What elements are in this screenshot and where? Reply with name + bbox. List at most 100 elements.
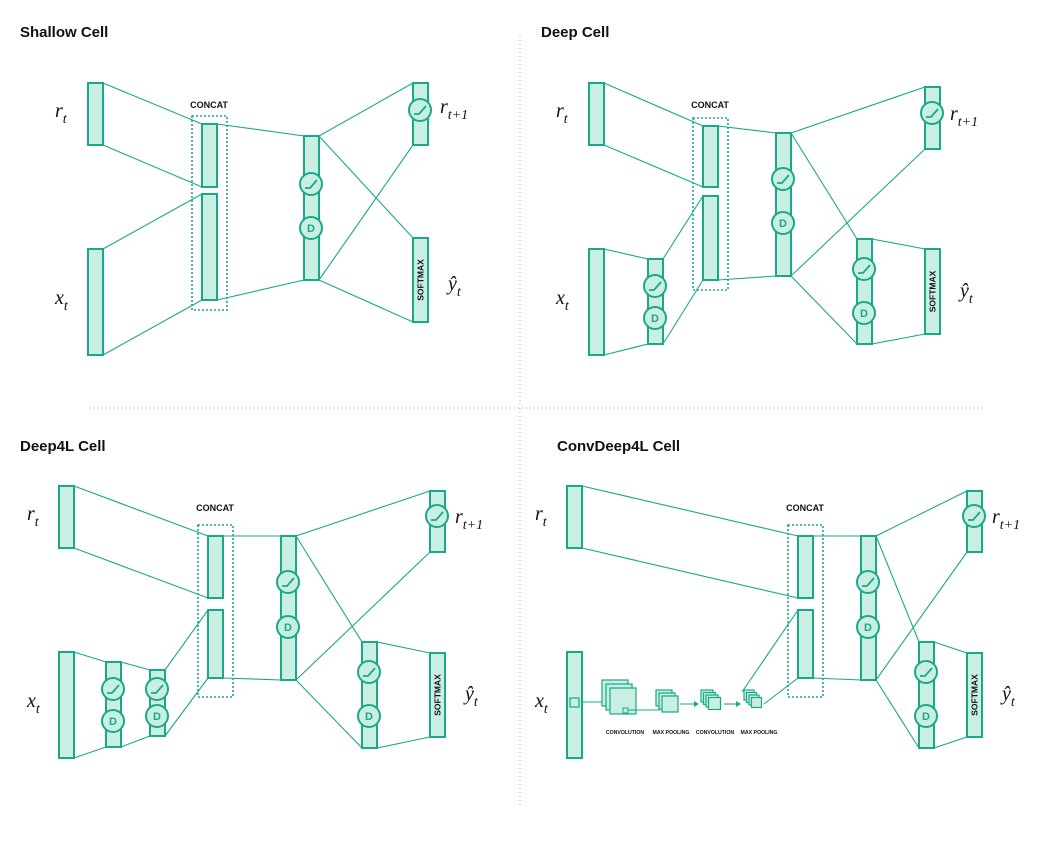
connection-line <box>318 279 414 323</box>
relu-icon <box>363 667 376 677</box>
connection-line <box>73 651 107 663</box>
connection-line <box>875 551 968 681</box>
r-input-layer <box>87 82 104 146</box>
connection-line <box>741 609 799 693</box>
concat-label: CONCAT <box>196 503 234 513</box>
concat-r-layer <box>207 535 224 599</box>
connection-line <box>871 238 926 250</box>
connection-line <box>875 679 920 749</box>
concat-r-layer <box>797 535 814 599</box>
dropout-label: D <box>284 622 292 634</box>
connection-line <box>318 82 414 137</box>
pre-dense-layer <box>647 258 664 345</box>
connection-line <box>581 485 799 537</box>
r-next-label-subscript: t+1 <box>958 115 978 130</box>
x-input-layer <box>58 651 75 759</box>
r-t-label: rt <box>27 503 40 530</box>
connection-line <box>295 535 363 643</box>
connection-line <box>295 490 431 537</box>
conv-stage-label: CONVOLUTION <box>606 730 645 736</box>
connection-line <box>603 82 704 127</box>
dropout-label: D <box>307 223 315 235</box>
activation-node <box>852 257 876 281</box>
activation-node <box>920 101 944 125</box>
softmax-layer <box>966 652 983 738</box>
y-hat-label: ŷt <box>1000 683 1016 710</box>
connection-line <box>812 677 862 681</box>
connection-line <box>662 279 704 345</box>
connection-line <box>717 275 777 281</box>
relu-icon <box>858 264 871 274</box>
dropout-node <box>145 704 169 728</box>
arrow-icon <box>694 701 699 707</box>
concat-group <box>692 117 729 291</box>
dropout-node <box>276 615 300 639</box>
connection-line <box>871 333 926 345</box>
connection-line <box>790 86 926 134</box>
concat-x-layer <box>201 193 218 301</box>
x-input-layer <box>87 248 104 356</box>
arrow-icon <box>736 701 741 707</box>
x-t-label-subscript: t <box>544 702 549 717</box>
connection-line <box>164 609 209 671</box>
connection-line <box>102 144 203 188</box>
dense-layer <box>860 535 877 681</box>
pool-feature-map-2 <box>750 696 763 709</box>
connection-line <box>603 144 704 188</box>
connection-line <box>295 551 431 681</box>
relu-icon <box>777 174 790 184</box>
connection-line <box>717 125 777 134</box>
connection-line <box>790 132 858 240</box>
dropout-label: D <box>109 716 117 728</box>
activation-node <box>643 274 667 298</box>
relu-icon <box>968 511 981 521</box>
activation-node <box>276 570 300 594</box>
x-t-label: xt <box>534 690 549 717</box>
dropout-label: D <box>864 622 872 634</box>
activation-node <box>856 570 880 594</box>
connection-line <box>102 82 203 125</box>
connection-line <box>120 735 151 748</box>
connection-line <box>581 547 799 599</box>
r-t-label-subscript: t <box>543 515 548 530</box>
r-next-label: rt+1 <box>992 506 1020 533</box>
dropout-label: D <box>860 308 868 320</box>
connection-line <box>216 123 305 137</box>
connection-line <box>295 679 363 749</box>
connection-line <box>73 485 209 537</box>
r-next-label-subscript: t+1 <box>1000 518 1020 533</box>
dense-layer-2 <box>856 238 873 345</box>
r-input-layer <box>588 82 605 146</box>
softmax-label: SOFTMAX <box>433 674 443 716</box>
concat-x-layer <box>797 609 814 679</box>
relu-icon <box>862 577 875 587</box>
conv-receptive-field <box>569 697 580 708</box>
softmax-label: SOFTMAX <box>928 270 938 312</box>
r-t-label-subscript: t <box>35 515 40 530</box>
r-next-label: rt+1 <box>950 103 978 130</box>
x-t-label-subscript: t <box>64 299 69 314</box>
connection-line <box>790 148 926 277</box>
concat-group <box>191 115 228 311</box>
softmax-label: SOFTMAX <box>416 259 426 301</box>
r-t-label: rt <box>556 100 569 127</box>
concat-x-layer <box>702 195 719 281</box>
dropout-label: D <box>651 313 659 325</box>
relu-icon <box>649 281 662 291</box>
concat-group <box>787 524 824 698</box>
connection-line <box>790 275 858 345</box>
connection-line <box>603 343 649 356</box>
connection-line <box>933 641 968 654</box>
connection-line <box>376 641 431 654</box>
y-hat-label-subscript: t <box>1011 695 1016 710</box>
x-t-label-subscript: t <box>565 299 570 314</box>
concat-r-layer <box>702 125 719 188</box>
relu-icon <box>151 684 164 694</box>
concat-label: CONCAT <box>190 100 228 110</box>
connection-line <box>102 299 203 356</box>
connection-line <box>603 248 649 260</box>
conv-feature-map-2 <box>707 696 722 711</box>
activation-node <box>914 660 938 684</box>
r-t-label-subscript: t <box>63 112 68 127</box>
